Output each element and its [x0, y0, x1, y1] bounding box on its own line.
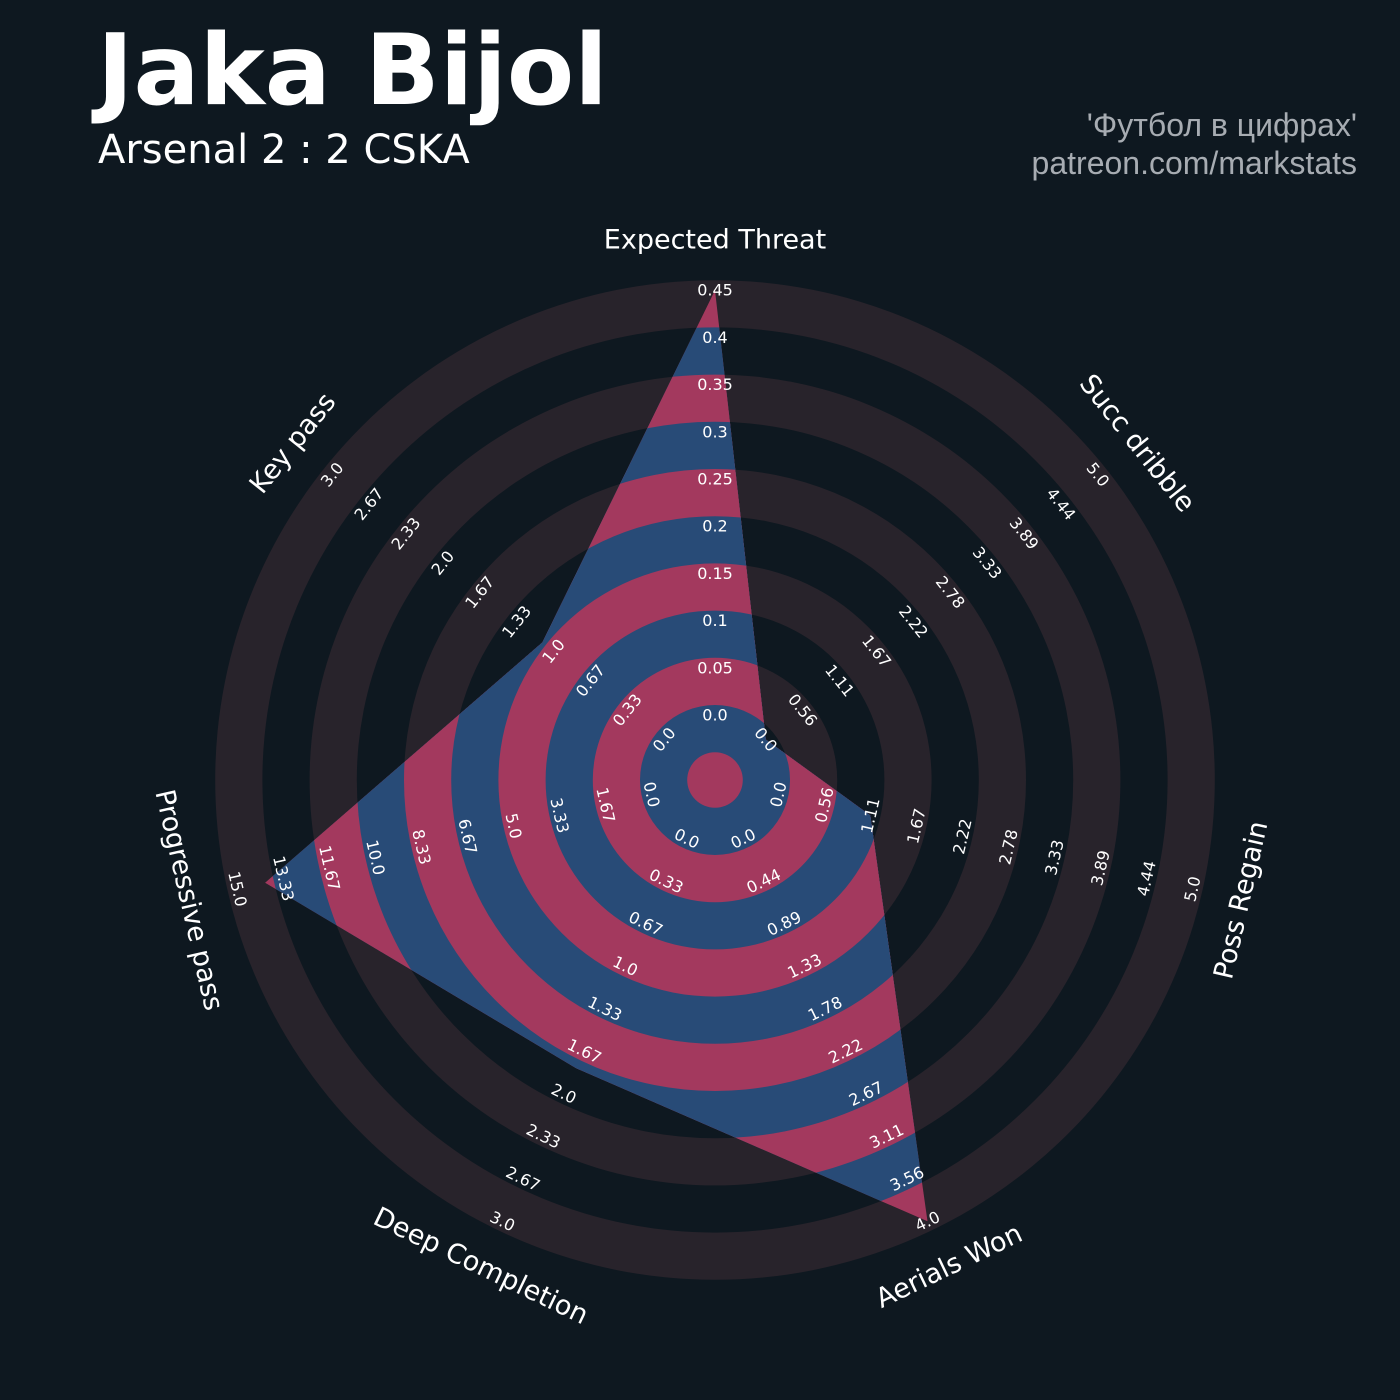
tick-label: 0.15: [697, 564, 733, 583]
tick-label: 0.4: [702, 328, 727, 347]
axis-label: Poss Regain: [1208, 818, 1274, 982]
match-score-subtitle: Arsenal 2 : 2 CSKA: [98, 127, 470, 173]
credit-block: 'Футбол в цифрах' patreon.com/markstats: [1032, 106, 1357, 182]
tick-label: 0.25: [697, 470, 733, 489]
tick-label: 0.35: [697, 375, 733, 394]
tick-label: 0.2: [702, 517, 727, 536]
credit-link[interactable]: patreon.com/markstats: [1031, 145, 1357, 181]
tick-label: 0.1: [702, 611, 727, 630]
shape-band: [687, 752, 743, 808]
player-name-title: Jaka Bijol: [97, 14, 608, 128]
tick-label: 0.3: [702, 422, 727, 441]
tick-label: 0.45: [697, 281, 733, 300]
tick-label: 0.0: [702, 706, 727, 725]
axis-label: Expected Threat: [604, 225, 826, 256]
tick-label: 0.05: [697, 658, 733, 677]
credit-brand: 'Футбол в цифрах': [1086, 107, 1357, 143]
